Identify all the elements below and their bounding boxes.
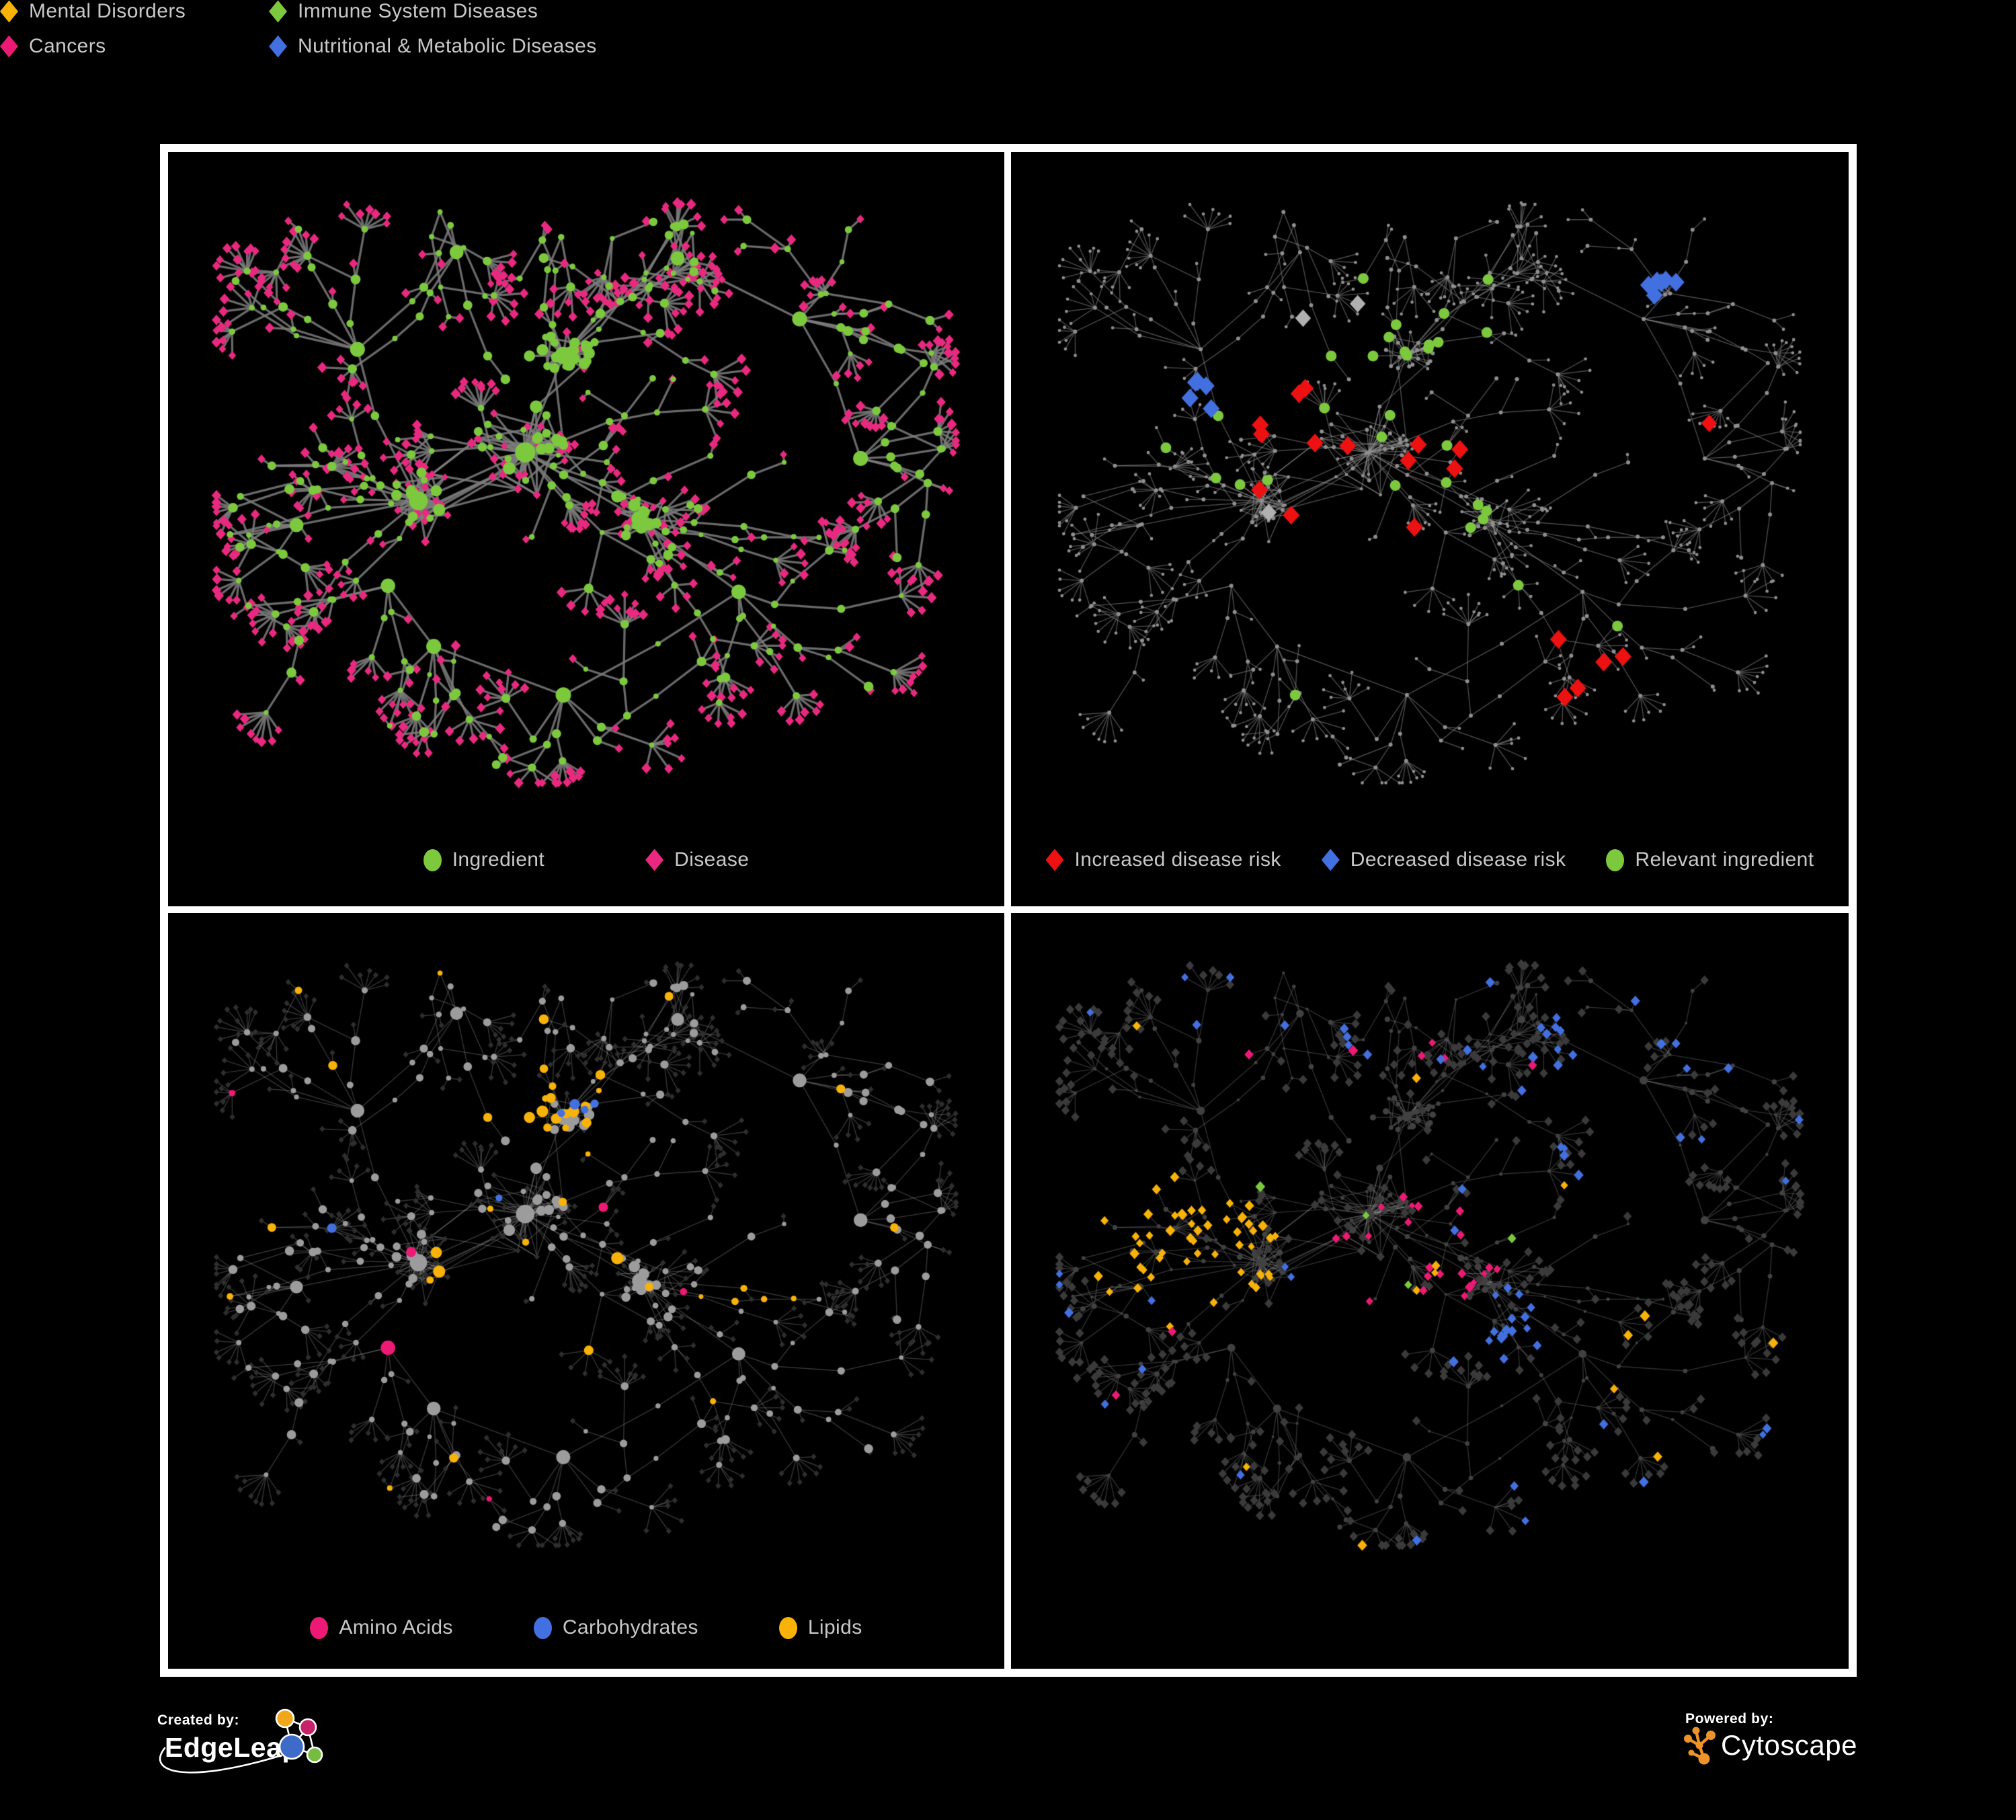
nutritional-metabolic-swatch-icon [269, 35, 287, 58]
legend-label: Decreased disease risk [1350, 848, 1566, 871]
cytoscape-logo-icon [1684, 1727, 1716, 1765]
legend-label: Carbohydrates [562, 1616, 698, 1638]
legend-label: Cancers [29, 35, 106, 57]
legend-label: Immune System Diseases [298, 0, 538, 22]
network-canvas-nutrient-classes [168, 913, 1004, 1669]
amino-acids-swatch-icon [310, 1616, 329, 1639]
disease-swatch-icon [645, 848, 664, 871]
legend-item: Increased disease risk [1045, 848, 1281, 871]
cytoscape-wordmark: Cytoscape [1721, 1729, 1857, 1761]
legend-label: Amino Acids [339, 1616, 453, 1638]
legend-item: Lipids [778, 1616, 862, 1639]
mental-disorders-swatch-icon [0, 0, 18, 23]
legend-item: Immune System Diseases [269, 0, 597, 23]
legend-item: Nutritional & Metabolic Diseases [269, 35, 597, 58]
legend-item: Cancers [0, 35, 269, 58]
panel-divider-horizontal [168, 906, 1849, 913]
cancers-swatch-icon [0, 35, 18, 58]
decreased-risk-swatch-icon [1321, 848, 1340, 871]
legend-item: Relevant ingredient [1606, 848, 1814, 871]
created-by-label: Created by: [157, 1712, 240, 1728]
lipids-swatch-icon [778, 1616, 797, 1639]
legend-item: Amino Acids [310, 1616, 452, 1639]
legend-label: Mental Disorders [29, 0, 186, 22]
legend-disease-classes: Mental Disorders Immune System Diseases … [0, 0, 2016, 58]
legend-item: Disease [645, 848, 749, 871]
legend-disease-risk: Increased disease risk Decreased disease… [1011, 848, 1849, 871]
powered-by-label: Powered by: [1685, 1711, 1774, 1727]
increased-risk-swatch-icon [1045, 848, 1064, 871]
edgeleap-swoosh-icon [159, 1747, 280, 1774]
legend-item: Mental Disorders [0, 0, 269, 23]
network-canvas-disease-risk [1011, 152, 1849, 906]
legend-ingredient-disease: Ingredient Disease [168, 848, 1004, 871]
legend-label: Lipids [807, 1616, 862, 1638]
carbohydrates-swatch-icon [533, 1616, 552, 1639]
legend-label: Increased disease risk [1074, 848, 1281, 871]
legend-item: Decreased disease risk [1321, 848, 1566, 871]
legend-nutrient-classes: Amino Acids Carbohydrates Lipids [168, 1616, 1004, 1639]
edgeleap-logo-icon [275, 1708, 323, 1764]
legend-label: Nutritional & Metabolic Diseases [298, 35, 597, 57]
legend-item: Ingredient [423, 848, 545, 871]
immune-diseases-swatch-icon [269, 0, 287, 23]
relevant-ingredient-swatch-icon [1606, 848, 1625, 871]
ingredient-swatch-icon [423, 848, 442, 871]
legend-item: Carbohydrates [533, 1616, 698, 1639]
legend-label: Ingredient [452, 848, 545, 871]
legend-label: Disease [674, 848, 750, 871]
legend-label: Relevant ingredient [1635, 848, 1814, 871]
network-canvas-disease-classes [1011, 913, 1849, 1669]
network-canvas-ingredient-disease [168, 152, 1004, 906]
panel-grid-frame [160, 144, 1857, 1677]
